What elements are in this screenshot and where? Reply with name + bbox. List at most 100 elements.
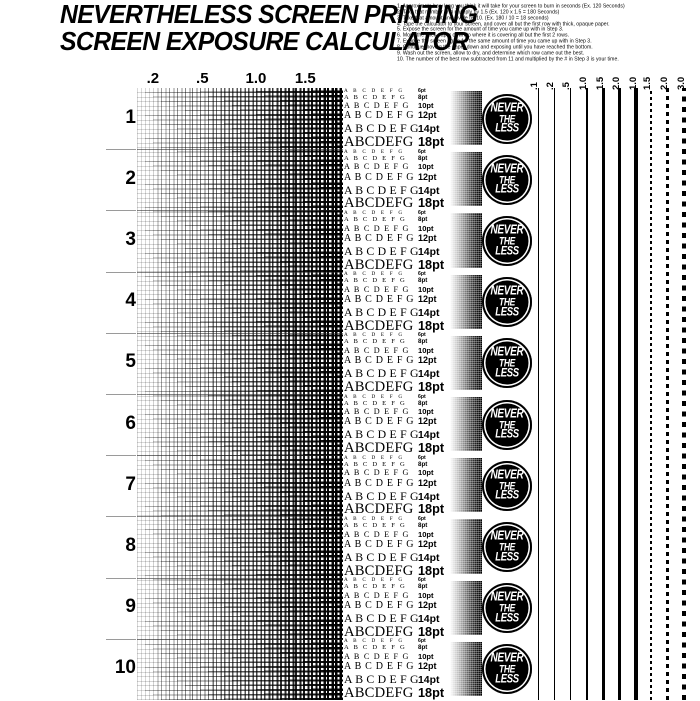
type-specimen-row: A B C D E F G 14pt (344, 122, 448, 135)
logo-text-the: THE (498, 540, 516, 554)
logo-text-the: THE (498, 112, 516, 125)
nevertheless-logo: NEVER THE LESS (482, 338, 532, 389)
type-specimen-row: A B C D E F G 6pt (344, 332, 448, 339)
type-specimen-row: A B C D E F G 8pt (344, 460, 448, 470)
type-specimen-row: A B C D E F G 12pt (344, 662, 448, 673)
type-specimen-letters: A B C D E F G (344, 154, 407, 162)
type-specimen-size-label: 12pt (418, 171, 437, 182)
scale-tick-label: 1.0 (245, 70, 267, 87)
halftone-gradient-strip (450, 458, 482, 513)
type-specimen-size-label: 6pt (418, 209, 426, 216)
scale-tick-label: .2 (146, 70, 160, 87)
type-specimen-row: ABCDEFG 18pt (344, 135, 448, 150)
halftone-gradient-strip (450, 397, 482, 452)
type-specimen-row: A B C D E F G 10pt (344, 407, 448, 417)
instruction-item: 5. Expose the screen for the amount of t… (397, 26, 564, 33)
row-separator (106, 638, 136, 640)
nevertheless-logo: NEVER THE LESS (482, 583, 532, 634)
type-specimen-row: A B C D E F G 10pt (344, 529, 448, 540)
line-gauge-column (534, 88, 700, 700)
logo-text-the: THE (498, 234, 516, 248)
type-specimen-row: ABCDEFG 18pt (344, 257, 448, 273)
type-specimen-row: A B C D E F G 8pt (344, 339, 448, 347)
type-specimen-size-label: 8pt (418, 460, 428, 468)
type-specimen-row: A B C D E F G 14pt (344, 490, 448, 503)
type-specimen-row: A B C D E F G 8pt (344, 522, 448, 531)
type-specimen-size-label: 14pt (418, 614, 440, 626)
instruction-item: 1. Approximate how long you think it wil… (397, 2, 625, 10)
page-title: NEVERTHELESS SCREEN PRINTING SCREEN EXPO… (60, 2, 478, 56)
halftone-scale-header: .2 .5 1.0 1.5 (137, 70, 343, 88)
grid-row-divider (137, 210, 343, 212)
type-specimen-letters: A B C D E F G (344, 243, 419, 258)
logo-text-never: NEVER (490, 529, 524, 544)
row-number: 7 (125, 473, 136, 495)
type-specimen-letters: A B C D E F G (344, 393, 405, 400)
grid-row-divider (137, 394, 343, 395)
type-specimen-letters: A B C D E F G (344, 583, 407, 591)
type-specimen-letters: A B C D E F G (344, 644, 407, 652)
nevertheless-logo: NEVER THE LESS (482, 399, 532, 450)
type-specimen-letters: A B C D E F G (344, 600, 415, 612)
nevertheless-logo: NEVER THE LESS (482, 93, 532, 144)
type-specimen-letters: A B C D E F G (344, 652, 410, 662)
type-specimen-row: A B C D E F G 6pt (344, 638, 448, 645)
gauge-solid-line (554, 88, 555, 700)
type-specimen-row: A B C D E F G 14pt (344, 367, 448, 380)
type-specimen-letters: A B C D E F G (344, 101, 410, 111)
type-specimen-letters: A B C D E F G (344, 538, 415, 550)
grid-row-divider (137, 271, 343, 273)
type-specimen-letters: A B C D E F G (344, 661, 415, 673)
type-specimen-row: ABCDEFG 18pt (344, 563, 448, 579)
row-separator (106, 210, 136, 212)
type-specimen-letters: A B C D E F G (344, 638, 405, 645)
row-number: 5 (125, 351, 136, 373)
row-number-column: 1 2 3 4 5 6 7 8 9 10 (104, 88, 136, 700)
type-specimen-size-label: 10pt (418, 346, 434, 356)
type-specimen-row: A B C D E F G 6pt (344, 271, 448, 278)
type-specimen-letters: A B C D E F G (344, 223, 410, 233)
row-number: 1 (125, 106, 136, 128)
type-specimen-letters: A B C D E F G (344, 171, 415, 183)
type-specimen-letters: A B C D E F G (344, 355, 415, 367)
type-specimen-size-label: 14pt (418, 185, 440, 197)
row-number: 2 (125, 167, 136, 189)
type-specimen-size-label: 18pt (418, 196, 445, 211)
logo-text-the: THE (498, 357, 516, 370)
type-specimen-row: A B C D E F G 10pt (344, 101, 448, 111)
type-specimen-row: A B C D E F G 10pt (344, 591, 448, 601)
halftone-gradient-strip (450, 580, 482, 635)
logo-text-less: LESS (495, 550, 519, 564)
type-specimen-letters: A B C D E F G (344, 121, 419, 136)
type-specimen-size-label: 6pt (418, 332, 426, 339)
type-specimen-size-label: 6pt (418, 148, 426, 155)
type-specimen-row: A B C D E F G 12pt (344, 477, 448, 490)
type-specimen-row: ABCDEFG 18pt (344, 317, 448, 334)
type-specimen-letters: ABCDEFG (344, 623, 414, 640)
nevertheless-logo: NEVER THE LESS (482, 154, 532, 205)
type-specimen-row: A B C D E F G 12pt (344, 294, 448, 306)
type-specimen-letters: A B C D E F G (344, 271, 405, 278)
nevertheless-logo: NEVER THE LESS (482, 216, 532, 266)
type-specimen-row: A B C D E F G 14pt (344, 245, 448, 258)
grid-row-divider (137, 149, 343, 151)
type-specimen-row: A B C D E F G 14pt (344, 306, 448, 319)
logo-text-less: LESS (495, 427, 519, 442)
type-specimen-row: ABCDEFG 18pt (344, 686, 448, 701)
type-specimen-row: A B C D E F G 8pt (344, 400, 448, 409)
type-specimen-letters: A B C D E F G (344, 488, 419, 503)
row-number: 9 (125, 596, 136, 618)
type-specimen-letters: A B C D E F G (344, 460, 407, 468)
type-specimen-size-label: 12pt (418, 477, 437, 488)
type-specimen-row: A B C D E F G 12pt (344, 600, 448, 612)
type-specimen-letters: A B C D E F G (344, 529, 410, 539)
type-specimen-row: A B C D E F G 8pt (344, 154, 448, 164)
type-specimen-letters: ABCDEFG (344, 317, 414, 334)
type-specimen-letters: A B C D E F G (344, 93, 407, 101)
type-specimen-row: ABCDEFG 18pt (344, 623, 448, 640)
type-specimen-size-label: 18pt (418, 502, 445, 517)
logo-text-the: THE (498, 173, 516, 186)
type-specimen-size-label: 12pt (418, 538, 437, 549)
type-specimen-size-label: 14pt (418, 675, 440, 687)
type-specimen-size-label: 14pt (418, 552, 440, 564)
